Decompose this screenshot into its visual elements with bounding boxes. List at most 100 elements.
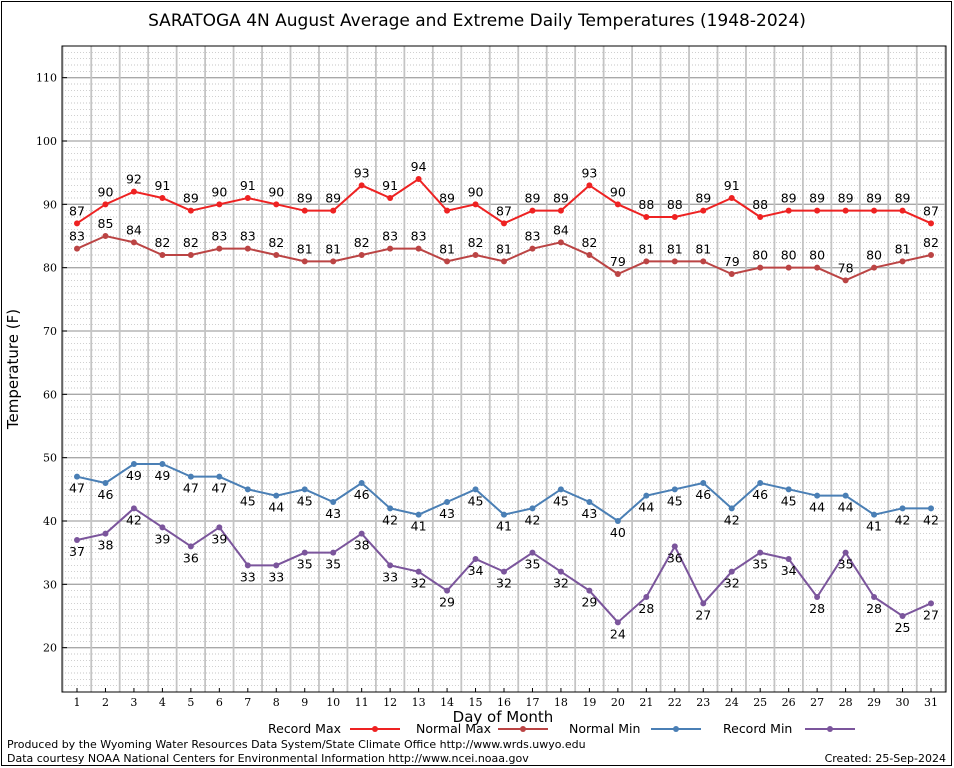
data-label: 43	[325, 506, 341, 521]
series-record-max: 87 90 92 91 89 90 91 90 89 89 93 91 94 89 90 87 89 89 93 90…	[69, 159, 939, 227]
data-point	[700, 600, 707, 607]
data-point	[472, 252, 479, 258]
data-point	[728, 568, 735, 575]
x-tick-label: 17	[525, 696, 539, 709]
data-point	[74, 537, 80, 543]
data-point	[871, 207, 878, 214]
x-tick-label: 11	[355, 696, 369, 709]
data-label: 81	[439, 241, 455, 256]
data-point	[700, 207, 707, 214]
data-point	[529, 549, 536, 556]
data-point	[757, 480, 764, 486]
data-label: 88	[638, 197, 654, 212]
data-point	[273, 201, 280, 208]
data-label: 90	[468, 184, 484, 199]
x-axis-label: Day of Month	[453, 708, 554, 726]
data-point	[273, 492, 280, 499]
data-label: 82	[468, 235, 484, 250]
data-point	[330, 258, 337, 265]
y-tick-label: 20	[43, 642, 57, 655]
data-point	[871, 594, 878, 600]
data-point	[614, 201, 621, 208]
data-label: 89	[895, 191, 911, 206]
data-label: 29	[581, 595, 597, 610]
data-point	[187, 252, 194, 258]
x-tick-label: 27	[810, 696, 824, 709]
data-point	[415, 245, 422, 252]
data-point	[643, 258, 650, 265]
legend-label: Record Max	[268, 721, 341, 736]
data-label: 94	[411, 159, 427, 174]
data-point	[586, 252, 593, 258]
data-point	[102, 201, 109, 208]
x-tick-label: 4	[159, 696, 166, 709]
data-point	[557, 207, 564, 214]
data-label: 89	[297, 191, 313, 206]
x-tick-label: 7	[244, 696, 251, 709]
data-point	[529, 245, 536, 252]
data-point	[501, 511, 507, 518]
data-label: 91	[382, 178, 398, 193]
data-label: 89	[525, 191, 541, 206]
x-tick-label: 31	[924, 696, 938, 709]
data-label: 81	[695, 241, 711, 256]
data-label: 42	[126, 512, 142, 527]
data-point	[814, 594, 821, 600]
data-label: 45	[297, 493, 313, 508]
data-label: 89	[695, 191, 711, 206]
data-point	[244, 195, 251, 201]
data-label: 81	[638, 241, 654, 256]
data-label: 29	[439, 595, 455, 610]
data-point	[415, 176, 422, 182]
data-point	[301, 549, 308, 556]
data-label: 49	[154, 468, 170, 483]
data-label: 81	[895, 241, 911, 256]
data-label: 45	[667, 493, 683, 508]
data-point	[387, 562, 394, 569]
data-point	[74, 473, 80, 480]
data-point	[444, 499, 451, 505]
x-tick-label: 20	[611, 696, 625, 709]
data-point	[415, 568, 422, 575]
data-point	[444, 258, 451, 265]
data-point	[785, 486, 792, 493]
data-label: 41	[496, 519, 512, 534]
data-label: 81	[325, 241, 341, 256]
data-label: 45	[553, 493, 569, 508]
data-point	[842, 492, 849, 499]
data-point	[614, 271, 621, 277]
data-label: 38	[354, 538, 370, 553]
data-point	[814, 492, 821, 499]
data-label: 78	[838, 260, 854, 275]
data-label: 45	[240, 493, 256, 508]
data-label: 83	[69, 229, 85, 244]
data-label: 27	[695, 607, 711, 622]
data-label: 43	[581, 506, 597, 521]
data-label: 82	[354, 235, 370, 250]
legend-label: Normal Min	[569, 721, 640, 736]
legend-label: Record Min	[723, 721, 792, 736]
data-point	[928, 220, 934, 227]
data-label: 35	[838, 557, 854, 572]
data-label: 81	[297, 241, 313, 256]
data-point	[814, 207, 821, 214]
x-tick-label: 6	[216, 696, 223, 709]
data-label: 33	[240, 569, 256, 584]
data-point	[130, 505, 137, 512]
x-tick-label: 14	[440, 696, 454, 709]
data-point	[74, 220, 80, 227]
data-label: 44	[838, 500, 854, 515]
y-tick-label: 70	[43, 325, 57, 338]
data-point	[387, 195, 394, 201]
x-tick-label: 29	[867, 696, 881, 709]
x-tick-label: 3	[130, 696, 137, 709]
data-point	[728, 271, 735, 277]
y-tick-label: 40	[43, 515, 57, 528]
data-point	[301, 207, 308, 214]
data-point	[586, 182, 593, 189]
data-point	[643, 214, 650, 220]
data-label: 91	[240, 178, 256, 193]
data-label: 49	[126, 468, 142, 483]
data-point	[785, 264, 792, 271]
